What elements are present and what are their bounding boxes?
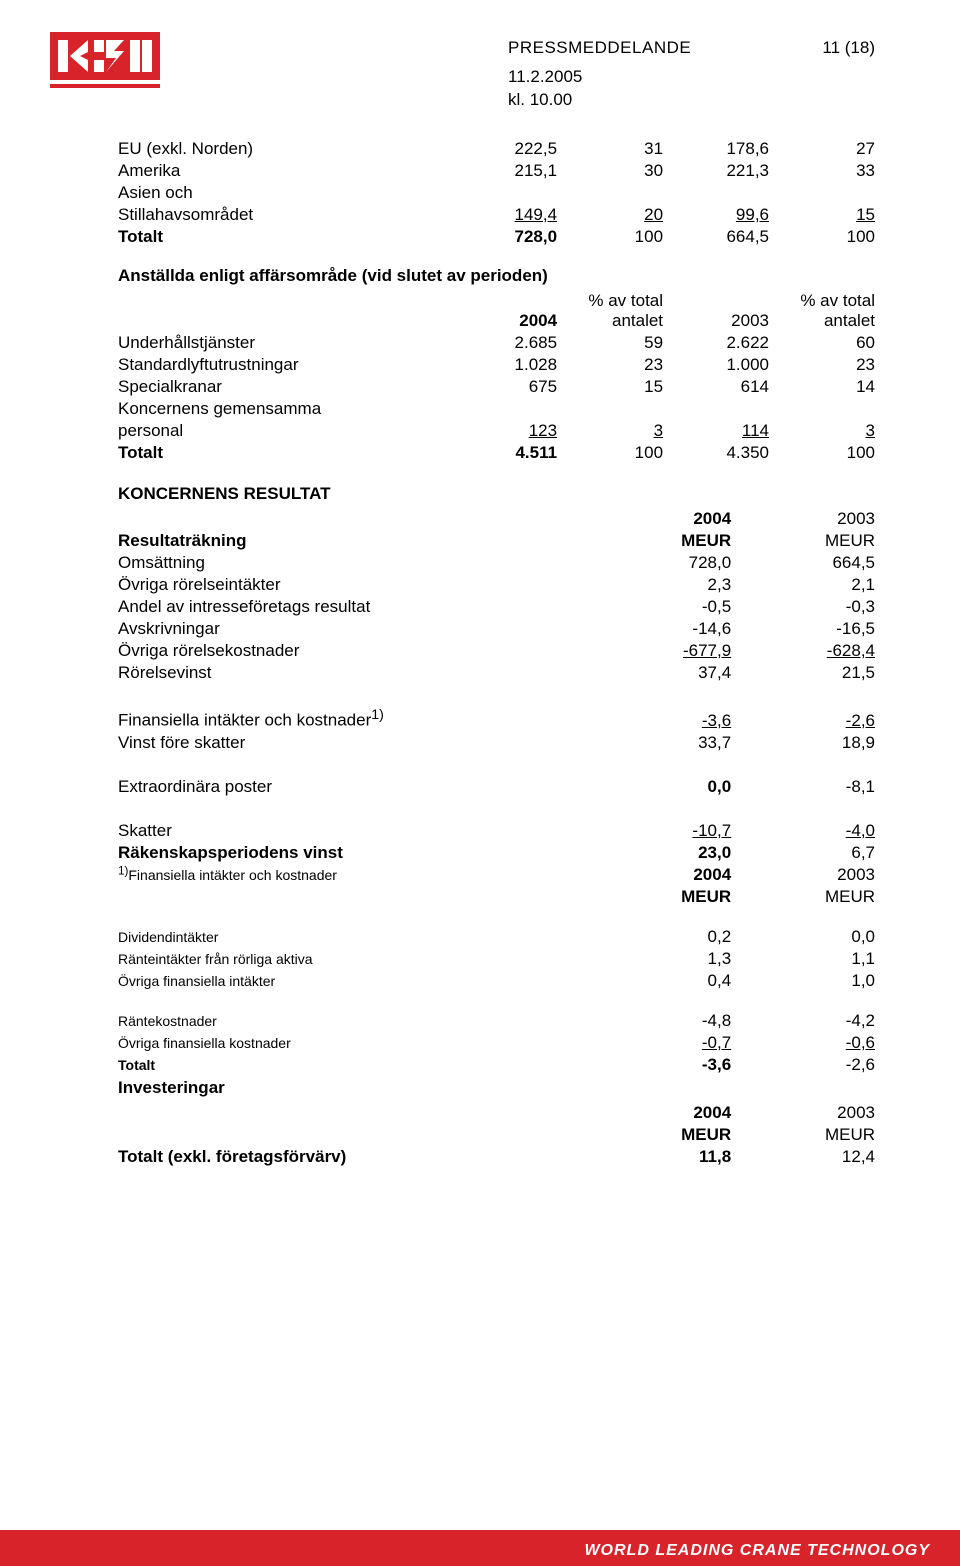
employees-table: 2004% av total antalet2003% av total ant… [118, 290, 875, 464]
footer-band: WORLD LEADING CRANE TECHNOLOGY [0, 1530, 960, 1566]
page-number: 11 (18) [822, 38, 875, 58]
result-table: 20042003ResultaträkningMEURMEUROmsättnin… [118, 508, 875, 1076]
invest-heading: Investeringar [118, 1078, 875, 1098]
orders-table: EU (exkl. Norden)222,531178,627Amerika21… [118, 138, 875, 248]
doc-time: kl. 10.00 [508, 89, 875, 112]
doc-type-label: PRESSMEDDELANDE [508, 38, 691, 58]
footer-tagline: WORLD LEADING CRANE TECHNOLOGY [584, 1542, 930, 1560]
brand-logo [50, 32, 160, 93]
result-heading: KONCERNENS RESULTAT [118, 484, 875, 504]
doc-date: 11.2.2005 [508, 66, 875, 89]
invest-table: 20042003MEURMEURTotalt (exkl. företagsfö… [118, 1102, 875, 1168]
employees-heading: Anställda enligt affärsområde (vid slute… [118, 266, 875, 286]
